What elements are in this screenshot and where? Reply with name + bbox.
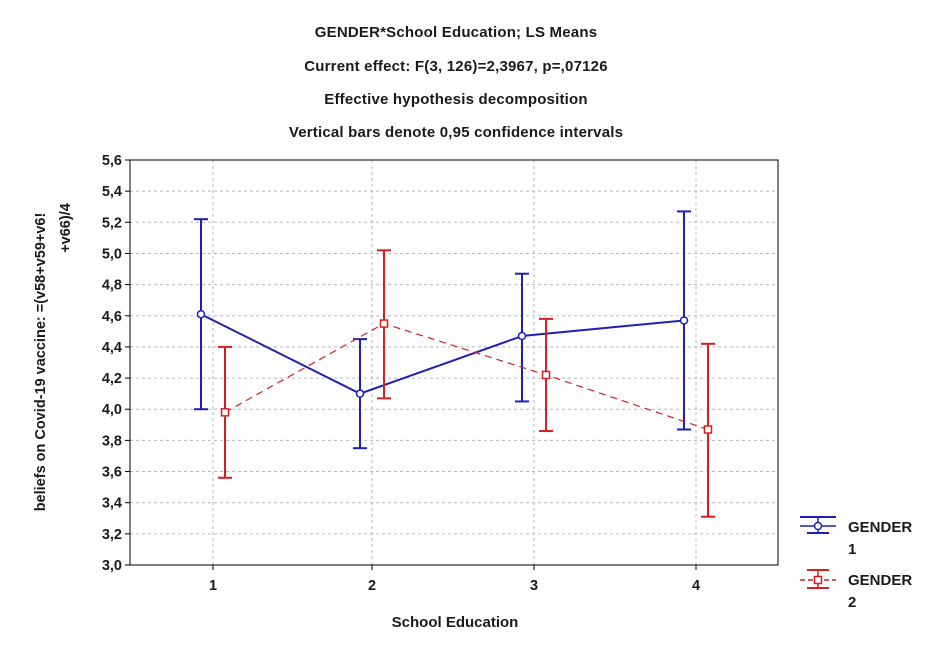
plot-area bbox=[129, 159, 779, 566]
data-point bbox=[220, 408, 230, 417]
y-tick-label: 3,6 bbox=[102, 465, 122, 481]
y-tick-label: 4,2 bbox=[102, 371, 122, 387]
series-gender-2 bbox=[218, 249, 715, 518]
data-point bbox=[703, 425, 713, 434]
legend-label-gender-2-line-2: 2 bbox=[848, 594, 856, 611]
y-tick-label: 5,4 bbox=[102, 184, 122, 200]
y-tick-label: 3,2 bbox=[102, 527, 122, 543]
y-tick-label: 5,6 bbox=[102, 153, 122, 169]
y-tick-label: 5,0 bbox=[102, 246, 122, 262]
series-line bbox=[224, 322, 709, 431]
y-tick-label: 4,6 bbox=[102, 309, 122, 325]
y-tick-label: 4,0 bbox=[102, 402, 122, 418]
series-line bbox=[200, 313, 685, 395]
legend-label-gender-2-line-1: GENDER bbox=[848, 572, 912, 589]
y-tick-label: 3,0 bbox=[102, 558, 122, 574]
x-tick-label: 2 bbox=[368, 578, 376, 594]
data-point bbox=[355, 389, 365, 398]
series-gender-1 bbox=[194, 210, 691, 450]
legend-item-gender-1: GENDER 1 bbox=[800, 516, 912, 558]
grid bbox=[130, 160, 778, 565]
chart-subtitle-effect: Current effect: F(3, 126)=2,3967, p=,071… bbox=[304, 58, 608, 75]
data-point bbox=[541, 370, 551, 380]
y-tick-label: 3,8 bbox=[102, 433, 122, 449]
chart-subtitle-decomposition: Effective hypothesis decomposition bbox=[324, 91, 588, 108]
y-axis-label-line-1: beliefs on Covid-19 vaccine: =(v58+v59+v… bbox=[33, 213, 49, 512]
y-tick-label: 5,2 bbox=[102, 215, 122, 231]
chart-subtitle-confidence: Vertical bars denote 0,95 confidence int… bbox=[288, 124, 624, 141]
y-axis: 3,0 3,2 3,4 3,6 3,8 4,0 4,2 4,4 4,6 4,8 5,0 5,2 5,4 5… bbox=[102, 153, 130, 574]
y-tick-label: 4,8 bbox=[102, 278, 122, 294]
legend-item-gender-2: GENDER 2 bbox=[800, 569, 912, 611]
series-group bbox=[194, 210, 715, 518]
data-point bbox=[679, 316, 689, 325]
legend-label-gender-1-line-2: 1 bbox=[848, 541, 856, 558]
data-point bbox=[196, 309, 206, 319]
x-axis-label: School Education bbox=[392, 614, 519, 631]
y-tick-label: 4,4 bbox=[102, 340, 122, 356]
data-point bbox=[379, 319, 389, 328]
data-point bbox=[517, 331, 527, 341]
y-tick-label: 3,4 bbox=[102, 496, 122, 512]
y-axis-label-line-2: +v66)/4 bbox=[58, 203, 74, 253]
legend: GENDER 1 GENDER 2 bbox=[800, 516, 912, 611]
x-tick-label: 1 bbox=[209, 578, 217, 594]
x-axis: 1 2 3 4 bbox=[209, 565, 700, 594]
x-tick-label: 3 bbox=[530, 578, 538, 594]
x-tick-label: 4 bbox=[692, 578, 700, 594]
chart-title: GENDER*School Education; LS Means bbox=[314, 24, 598, 41]
legend-label-gender-1-line-1: GENDER bbox=[848, 519, 912, 536]
